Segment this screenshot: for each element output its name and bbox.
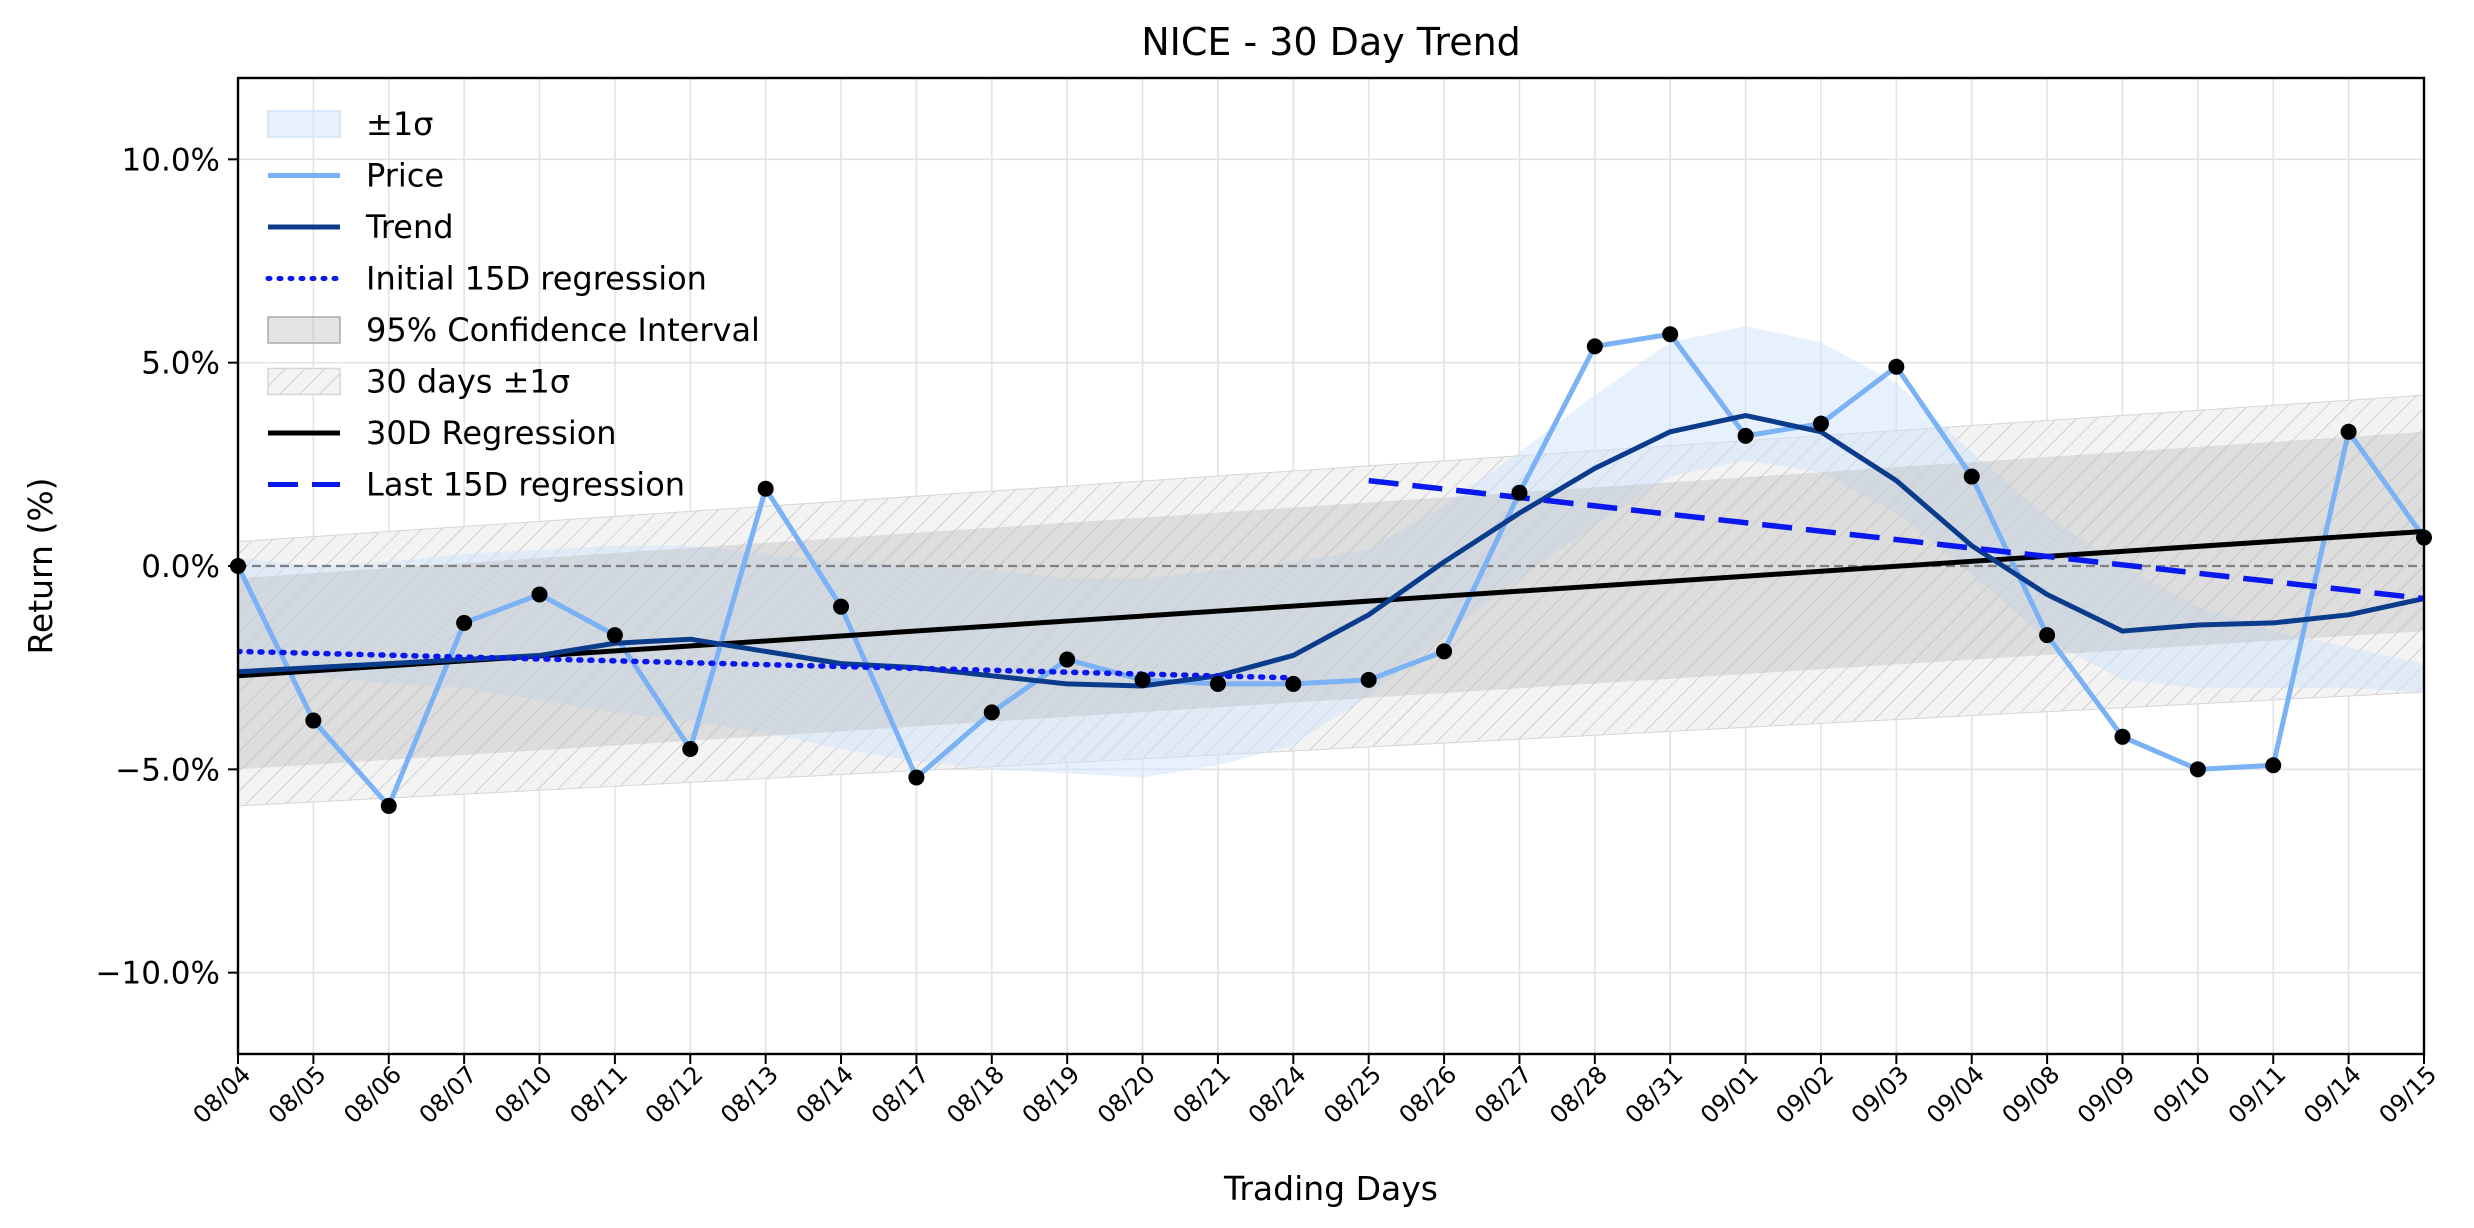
x-tick-label: 09/08 xyxy=(1997,1060,2066,1129)
x-tick-label: 09/10 xyxy=(2147,1060,2216,1129)
y-axis-label: Return (%) xyxy=(21,477,60,654)
x-tick-label: 08/21 xyxy=(1167,1060,1236,1129)
x-axis-label: Trading Days xyxy=(1223,1169,1438,1208)
price-point xyxy=(1662,326,1679,343)
price-point xyxy=(1360,671,1377,688)
x-tick-label: 08/11 xyxy=(564,1060,633,1129)
price-point xyxy=(531,586,548,603)
price-point xyxy=(606,627,623,644)
price-point xyxy=(1436,643,1453,660)
x-tick-label: 08/07 xyxy=(414,1060,483,1129)
bands xyxy=(238,326,2424,807)
legend-label: Initial 15D regression xyxy=(366,260,707,298)
price-point xyxy=(1511,484,1528,501)
legend-label: 30 days ±1σ xyxy=(366,363,570,401)
x-tick-label: 08/14 xyxy=(791,1060,860,1129)
x-tick-label: 08/25 xyxy=(1318,1060,1387,1129)
price-point xyxy=(1888,358,1905,375)
band-sigma xyxy=(238,326,2424,778)
x-tick-label: 09/11 xyxy=(2223,1060,2292,1129)
legend-swatch xyxy=(267,110,341,138)
price-point xyxy=(1812,415,1829,432)
price-line xyxy=(238,331,2424,809)
x-tick-label: 08/12 xyxy=(640,1060,709,1129)
price-point xyxy=(2114,728,2131,745)
price-point xyxy=(1963,468,1980,485)
legend-label: Last 15D regression xyxy=(366,466,685,504)
price-point xyxy=(1134,671,1151,688)
y-tick-label: −10.0% xyxy=(96,956,220,992)
price-point xyxy=(380,797,397,814)
x-tick-label: 08/26 xyxy=(1394,1060,1463,1129)
legend-label: Price xyxy=(366,157,444,195)
trend-line xyxy=(238,413,2424,689)
series-lines xyxy=(238,331,2424,809)
x-tick-label: 08/18 xyxy=(941,1060,1010,1129)
price-point xyxy=(1285,675,1302,692)
price-point xyxy=(2340,423,2357,440)
y-tick-label: 10.0% xyxy=(122,142,220,178)
y-tick-label: 5.0% xyxy=(141,346,220,382)
legend: ±1σ Price Trend Initial 15D regression 95% C… xyxy=(265,105,760,504)
x-tick-label: 08/17 xyxy=(866,1060,935,1129)
x-tick-label: 08/20 xyxy=(1092,1060,1161,1129)
price-point xyxy=(1209,675,1226,692)
x-tick-label: 08/05 xyxy=(263,1060,332,1129)
x-tick-label: 09/02 xyxy=(1770,1060,1839,1129)
price-points xyxy=(230,326,2432,814)
legend-swatch xyxy=(267,367,341,396)
legend-label: 95% Confidence Interval xyxy=(366,311,760,349)
y-tick-label: 0.0% xyxy=(141,549,220,585)
price-point xyxy=(456,614,473,631)
x-tick-label: 08/28 xyxy=(1544,1060,1613,1129)
x-tick-label: 08/06 xyxy=(338,1060,407,1129)
x-tick-label: 08/10 xyxy=(489,1060,558,1129)
x-tick-label: 09/09 xyxy=(2072,1060,2141,1129)
price-point xyxy=(2039,627,2056,644)
x-tick-label: 08/13 xyxy=(715,1060,784,1129)
x-tick-label: 08/31 xyxy=(1620,1060,1689,1129)
price-point xyxy=(2189,761,2206,778)
x-tick-label: 09/15 xyxy=(2374,1060,2443,1129)
x-tick-label: 09/01 xyxy=(1695,1060,1764,1129)
price-point xyxy=(757,480,774,497)
x-tick-label: 08/19 xyxy=(1017,1060,1086,1129)
legend-swatch xyxy=(267,316,341,344)
legend-label: 30D Regression xyxy=(366,414,617,452)
price-point xyxy=(305,712,322,729)
price-point xyxy=(833,598,850,615)
price-point xyxy=(1586,338,1603,355)
x-tick-label: 08/04 xyxy=(188,1060,257,1129)
x-tick-label: 08/24 xyxy=(1243,1060,1312,1129)
x-tick-label: 09/14 xyxy=(2298,1060,2367,1129)
regression-last-15d-line xyxy=(1368,477,2424,602)
regression-30d-line xyxy=(238,528,2424,679)
x-tick-label: 08/27 xyxy=(1469,1060,1538,1129)
band-confidence-interval xyxy=(238,431,2424,770)
y-tick-label: −5.0% xyxy=(115,752,220,788)
price-point xyxy=(908,769,925,786)
legend-label: ±1σ xyxy=(366,105,433,143)
x-tick-label: 09/04 xyxy=(1921,1060,1990,1129)
price-point xyxy=(682,741,699,757)
chart-title: NICE - 30 Day Trend xyxy=(1141,20,1521,64)
price-point xyxy=(1059,651,1076,668)
x-tick-label: 09/03 xyxy=(1846,1060,1915,1129)
price-point xyxy=(983,704,1000,721)
regression-initial-15d-line xyxy=(238,648,1297,681)
legend-label: Trend xyxy=(365,208,454,246)
price-point xyxy=(2265,757,2282,774)
price-point xyxy=(1737,427,1754,444)
